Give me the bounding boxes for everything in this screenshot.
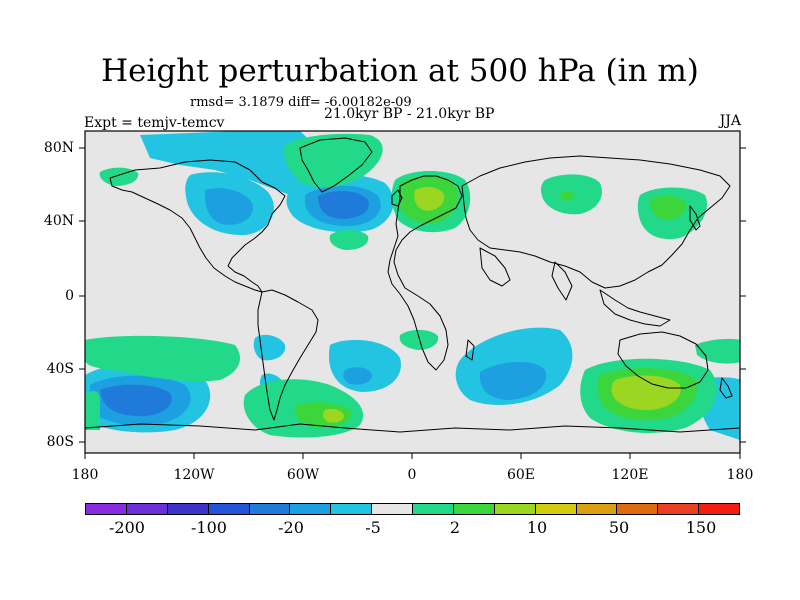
experiment-label: Expt = temjv-temcv [84, 115, 225, 131]
colorbar-swatch [331, 504, 373, 514]
contour-arctic-blue [140, 131, 330, 195]
coast-new-zealand [719, 377, 733, 399]
lon-label-120w: 120W [173, 467, 215, 483]
colorbar-swatch [413, 504, 454, 514]
colorbar-swatch [494, 504, 536, 514]
colorbar-label-neg100: -100 [191, 518, 227, 537]
colorbar-swatch [290, 504, 332, 514]
coast-asia [461, 155, 731, 289]
stats-text: rmsd= 3.1879 diff= -6.00182e-09 [190, 95, 412, 110]
lon-label-180w: 180 [71, 467, 99, 483]
contour-southafrica-core [479, 361, 546, 400]
period-label: 21.0kyr BP - 21.0kyr BP [324, 106, 495, 122]
colorbar-swatch [617, 504, 659, 514]
coast-uk [391, 189, 403, 207]
contour-indian-green [399, 329, 439, 350]
colorbar-label-neg20: -20 [278, 518, 304, 537]
contour-eastasia-core [649, 195, 687, 220]
coast-south-america [257, 289, 319, 421]
coast-europe-africa [387, 175, 463, 371]
colorbar-label-50: 50 [608, 518, 630, 537]
contour-southamerica-yellow [323, 408, 344, 423]
contour-midatlantic-green [329, 229, 369, 250]
coast-australia [617, 331, 709, 389]
contour-europe-core [414, 187, 445, 211]
colorbar-label-neg5: -5 [365, 518, 381, 537]
colorbar-swatch [535, 504, 577, 514]
lat-label-40n: 40N [43, 213, 74, 229]
lat-label-80s: 80S [46, 434, 74, 450]
contour-atlantic-deep [318, 191, 369, 219]
colorbar [85, 503, 740, 515]
coast-greenland [299, 137, 373, 193]
coast-arabia-india [479, 247, 573, 301]
coast-antarctica [85, 423, 740, 433]
contour-pacific-south-green [85, 335, 240, 382]
contour-pacific-far-green [85, 390, 100, 430]
contour-australia-core [611, 375, 681, 411]
perturbation-contours [85, 131, 740, 440]
coast-madagascar [465, 339, 475, 361]
colorbar-swatch [372, 504, 413, 514]
coast-north-america [109, 159, 286, 293]
contour-canada-core [204, 188, 253, 225]
contour-southatlantic-core [343, 367, 372, 385]
colorbar-swatch [167, 504, 209, 514]
figure-title: Height perturbation at 500 hPa (in m) [101, 53, 699, 89]
lat-label-80n: 80N [43, 140, 74, 156]
lon-label-60e: 60E [506, 467, 536, 483]
colorbar-swatch [453, 504, 495, 514]
coastlines [85, 137, 740, 433]
colorbar-label-150: 150 [685, 518, 717, 537]
coast-southeast-asia [599, 289, 671, 327]
axis-ticks [79, 147, 746, 459]
coast-japan [689, 205, 701, 231]
colorbar-swatch [699, 504, 739, 514]
contour-greenland-green [284, 133, 383, 188]
season-label: JJA [719, 113, 741, 129]
lon-label-60w: 60W [286, 467, 320, 483]
colorbar-swatch [86, 504, 127, 514]
colorbar-swatch [249, 504, 291, 514]
colorbar-label-2: 2 [449, 518, 461, 537]
contour-pacific-deep [100, 384, 172, 417]
lat-label-40s: 40S [46, 361, 74, 377]
lat-label-0: 0 [65, 288, 74, 304]
colorbar-label-neg200: -200 [109, 518, 145, 537]
colorbar-swatch [126, 504, 168, 514]
lon-label-0: 0 [407, 467, 417, 483]
colorbar-swatch [658, 504, 700, 514]
colorbar-label-10: 10 [526, 518, 548, 537]
contour-siberia-core [560, 190, 574, 201]
lon-label-180e: 180 [726, 467, 754, 483]
lon-label-120e: 120E [611, 467, 649, 483]
colorbar-swatch [208, 504, 250, 514]
colorbar-swatch [576, 504, 618, 514]
